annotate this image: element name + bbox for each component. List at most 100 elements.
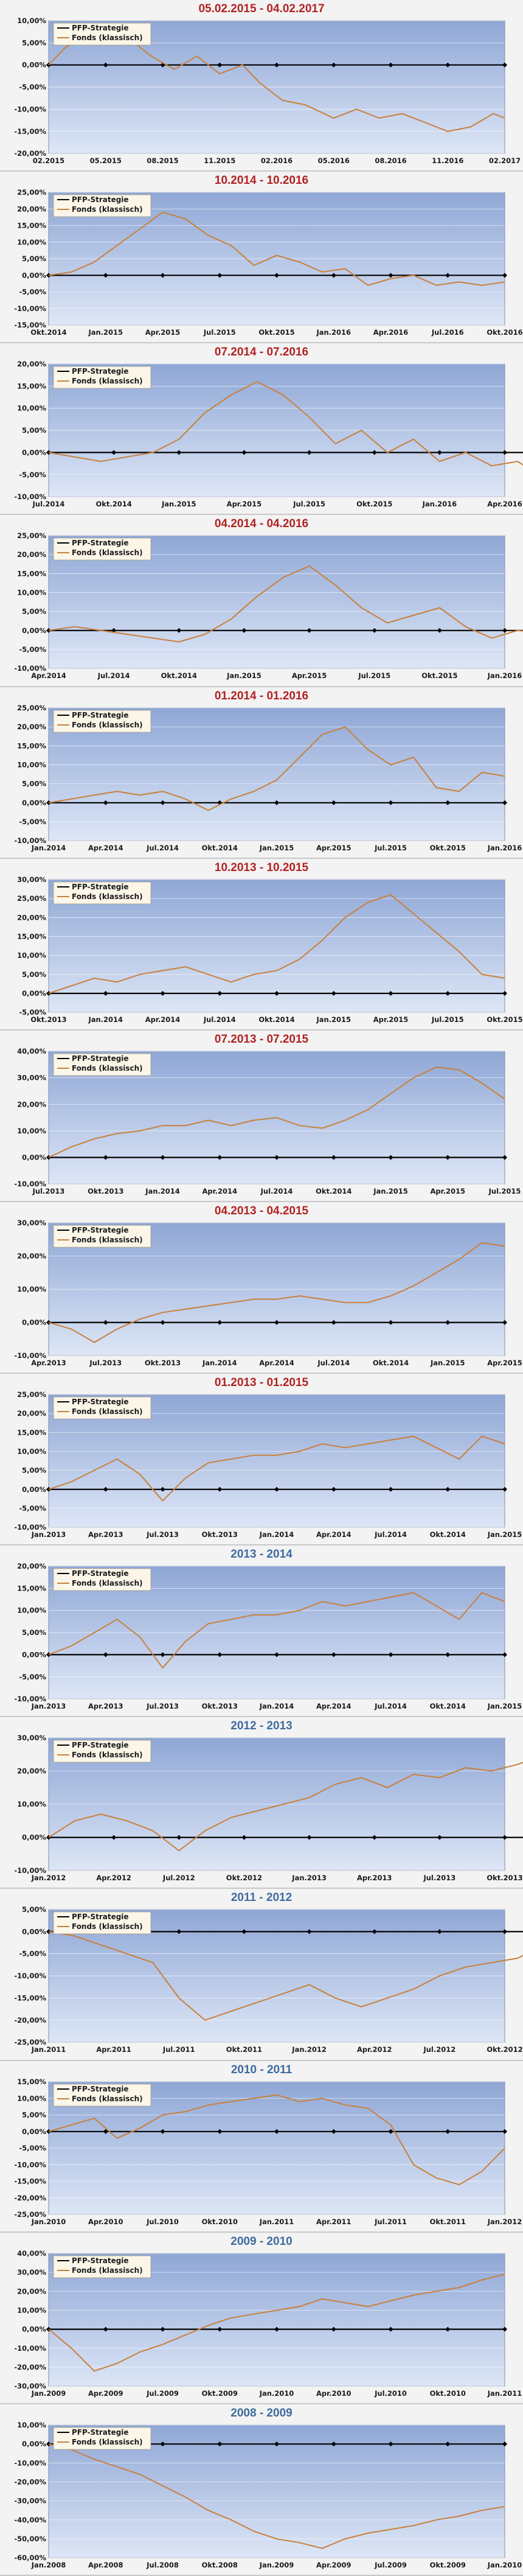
y-tick-label: 30,00% <box>17 1219 46 1227</box>
series-marker <box>103 1320 108 1325</box>
legend-label: Fonds (klassisch) <box>72 377 143 385</box>
x-tick-label: Apr.2008 <box>88 2561 123 2569</box>
chart-panel: 10.2013 - 10.2015 -5,00% 0,00% 5,00% 10,00% 1… <box>0 858 523 1031</box>
y-tick-label: -10,00% <box>14 105 46 113</box>
x-tick-label: 05.2016 <box>318 156 350 165</box>
series-marker <box>103 800 108 805</box>
x-tick-label: Jul.2012 <box>423 2046 455 2054</box>
x-tick-label: Okt.2011 <box>430 2217 466 2226</box>
y-tick-label: 15,00% <box>17 222 46 230</box>
series-marker <box>160 1320 165 1325</box>
line-chart: -25,00% -20,00% -15,00% -10,00% -5,00% 0,00% 5… <box>14 2078 522 2226</box>
y-tick-label: -10,00% <box>14 304 46 313</box>
x-tick-label: Apr.2011 <box>316 2217 351 2226</box>
x-tick-label: Jul.2016 <box>431 328 464 337</box>
y-tick-label: -30,00% <box>14 2497 46 2505</box>
x-tick-label: 02.2016 <box>261 156 293 165</box>
y-tick-label: 0,00% <box>22 1485 46 1494</box>
y-tick-label: -10,00% <box>14 1695 46 1703</box>
legend-label: PFP-Strategie <box>72 1226 129 1234</box>
chart-title: 01.2013 - 01.2015 <box>214 1376 309 1390</box>
x-tick-label: 08.2016 <box>375 156 406 165</box>
x-tick-label: Jan.2012 <box>291 2046 327 2054</box>
x-tick-label: Jul.2009 <box>374 2561 407 2569</box>
series-marker <box>437 1835 442 1840</box>
series-marker <box>502 62 507 68</box>
x-tick-label: Jan.2014 <box>88 1015 123 1024</box>
y-tick-label: 0,00% <box>22 1318 46 1327</box>
y-tick-label: 0,00% <box>22 1833 46 1842</box>
x-tick-label: Okt.2014 <box>30 328 66 337</box>
y-tick-label: 40,00% <box>17 2250 46 2258</box>
x-tick-label: Apr.2013 <box>357 1874 392 1882</box>
y-tick-label: 5,00% <box>22 779 46 788</box>
series-marker <box>331 273 336 278</box>
y-tick-label: 0,00% <box>22 1153 46 1161</box>
x-tick-label: Jan.2015 <box>316 1015 351 1024</box>
y-tick-label: -5,00% <box>19 83 46 91</box>
x-tick-label: Jul.2010 <box>374 2389 407 2398</box>
y-tick-label: 10,00% <box>17 1606 46 1615</box>
line-chart: -15,00% -10,00% -5,00% 0,00% 5,00% 10,00% 15,0… <box>14 189 522 337</box>
series-line-fonds <box>48 211 505 286</box>
x-tick-label: Okt.2015 <box>258 328 294 337</box>
series-marker <box>160 1652 165 1657</box>
x-tick-label: Apr.2010 <box>88 2217 123 2226</box>
series-marker <box>437 628 442 634</box>
series-marker <box>437 450 442 455</box>
chart-panel: 2011 - 2012 -25,00% -20,00% -15,00% -10,00% -… <box>0 1889 523 2061</box>
x-tick-label: Okt.2014 <box>161 672 197 681</box>
x-tick-label: Apr.2015 <box>431 1187 465 1195</box>
x-tick-label: Jan.2011 <box>259 2217 294 2226</box>
series-marker <box>388 2129 393 2134</box>
y-tick-label: 20,00% <box>17 1100 46 1108</box>
series-marker <box>502 1929 507 1934</box>
y-tick-label: -5,00% <box>19 471 46 479</box>
legend-label: Fonds (klassisch) <box>72 1922 143 1931</box>
line-chart: -10,00% -5,00% 0,00% 5,00% 10,00% 15,00% 20,00… <box>14 704 522 852</box>
series-marker <box>217 2326 223 2332</box>
y-tick-label: 25,00% <box>17 894 46 903</box>
legend-label: PFP-Strategie <box>72 2256 129 2265</box>
x-tick-label: Okt.2009 <box>430 2561 466 2569</box>
chart-panel: 2010 - 2011 -25,00% -20,00% -15,00% -10,00% -… <box>0 2060 523 2233</box>
series-line-fonds <box>48 1762 523 1852</box>
series-marker <box>160 1486 165 1492</box>
x-tick-label: Okt.2014 <box>258 1015 294 1024</box>
series-marker <box>274 1486 279 1492</box>
x-tick-label: 02.2015 <box>33 156 64 165</box>
series-marker <box>388 273 393 278</box>
x-tick-label: Okt.2013 <box>30 1015 66 1024</box>
series-marker <box>388 2326 393 2332</box>
series-marker <box>388 1155 393 1160</box>
y-tick-label: 0,00% <box>22 798 46 807</box>
y-tick-label: 15,00% <box>17 932 46 940</box>
x-tick-label: Apr.2013 <box>88 1702 123 1710</box>
y-tick-label: 10,00% <box>17 1127 46 1135</box>
line-chart: -10,00% 0,00% 10,00% 20,00% 30,00% Apr.2013 Ju… <box>14 1219 522 1367</box>
x-tick-label: Okt.2014 <box>96 500 132 508</box>
x-tick-label: Jul.2015 <box>374 844 407 852</box>
series-marker <box>217 1486 223 1492</box>
y-tick-label: 20,00% <box>17 360 46 368</box>
y-tick-label: -30,00% <box>14 2382 46 2390</box>
x-tick-label: Jul.2014 <box>374 1530 407 1539</box>
y-tick-label: 0,00% <box>22 449 46 457</box>
x-tick-label: Jul.2015 <box>293 500 325 508</box>
line-chart: -10,00% 0,00% 10,00% 20,00% 30,00% 40,00% Jul.… <box>14 1048 521 1195</box>
y-tick-label: -10,00% <box>14 1180 46 1188</box>
chart-title: 05.02.2015 - 04.02.2017 <box>198 2 325 15</box>
y-tick-label: -50,00% <box>14 2535 46 2543</box>
line-chart: -25,00% -20,00% -15,00% -10,00% -5,00% 0,00% 5… <box>14 1906 523 2054</box>
series-marker <box>372 1835 377 1840</box>
y-tick-label: -10,00% <box>14 836 46 845</box>
y-tick-label: -15,00% <box>14 2177 46 2185</box>
line-chart: -30,00% -20,00% -10,00% 0,00% 10,00% 20,00% 30… <box>14 2250 522 2398</box>
series-marker <box>103 2326 108 2332</box>
y-tick-label: -60,00% <box>14 2553 46 2562</box>
y-tick-label: 0,00% <box>22 2325 46 2333</box>
